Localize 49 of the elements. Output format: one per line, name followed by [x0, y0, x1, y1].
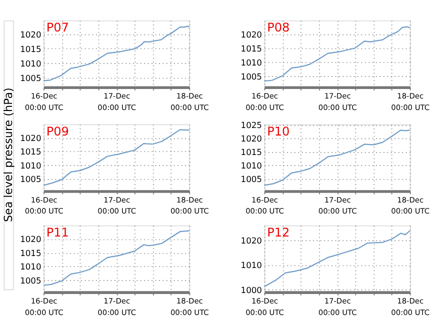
x-tick-label: 18-Dec 00:00 UTC: [391, 92, 430, 112]
y-tick-label: 1015: [20, 44, 42, 54]
x-tick-label: 16-Dec 00:00 UTC: [246, 296, 284, 317]
x-tick-label: 16-Dec 00:00 UTC: [24, 296, 64, 317]
y-tick-label: 1005: [240, 174, 262, 184]
y-tick-label: 1015: [20, 248, 42, 258]
y-tick-label: 1015: [240, 44, 262, 54]
y-tick-label: 1000: [240, 284, 262, 295]
x-tick-label: 18-Dec 00:00 UTC: [391, 296, 430, 317]
y-tick-label: 1020: [240, 29, 262, 40]
x-tick-label: 17-Dec 00:00 UTC: [318, 92, 357, 112]
y-tick-label: 1020: [20, 234, 42, 244]
y-tick-label: 1025: [240, 120, 262, 130]
y-tick-label: 1020: [240, 134, 262, 144]
y-tick-label: 1015: [20, 146, 42, 157]
y-tick-label: 1010: [240, 260, 262, 270]
x-tick-label: 17-Dec 00:00 UTC: [98, 296, 136, 317]
chart-title: P11: [46, 225, 69, 240]
y-tick-label: 1010: [240, 160, 262, 171]
y-tick-label: 1010: [240, 58, 262, 68]
y-tick-label: 1020: [240, 235, 262, 246]
y-tick-label: 1005: [240, 72, 262, 82]
y-tick-label: 1005: [20, 73, 42, 84]
chart-title: P12: [267, 225, 290, 240]
x-tick-label: 17-Dec 00:00 UTC: [318, 296, 357, 317]
x-tick-label: 16-Dec 00:00 UTC: [24, 92, 64, 112]
x-tick-label: 18-Dec 00:00 UTC: [170, 196, 209, 216]
x-tick-label: 18-Dec 00:00 UTC: [170, 92, 209, 112]
x-tick-label: 17-Dec 00:00 UTC: [98, 92, 136, 112]
y-tick-label: 1010: [20, 58, 42, 68]
x-tick-label: 17-Dec 00:00 UTC: [98, 196, 136, 216]
x-tick-label: 16-Dec 00:00 UTC: [246, 196, 284, 216]
y-tick-label: 1020: [20, 29, 42, 40]
x-tick-label: 18-Dec 00:00 UTC: [391, 196, 430, 216]
y-tick-label: 1020: [20, 133, 42, 144]
x-tick-label: 17-Dec 00:00 UTC: [318, 196, 357, 216]
chart-title: P10: [267, 124, 290, 138]
chart-title: P08: [267, 20, 290, 34]
y-tick-label: 1005: [20, 174, 42, 184]
chart-title: P09: [46, 124, 69, 138]
x-tick-label: 16-Dec 00:00 UTC: [24, 196, 64, 216]
y-tick-label: 1010: [20, 262, 42, 272]
y-tick-label: 1005: [20, 275, 42, 286]
y-axis-title: Sea level pressure (hPa): [2, 88, 16, 222]
y-tick-label: 1010: [20, 160, 42, 170]
chart-title: P07: [46, 20, 69, 34]
x-tick-label: 18-Dec 00:00 UTC: [170, 296, 209, 317]
x-tick-label: 16-Dec 00:00 UTC: [246, 92, 284, 112]
y-tick-label: 1015: [240, 147, 262, 158]
